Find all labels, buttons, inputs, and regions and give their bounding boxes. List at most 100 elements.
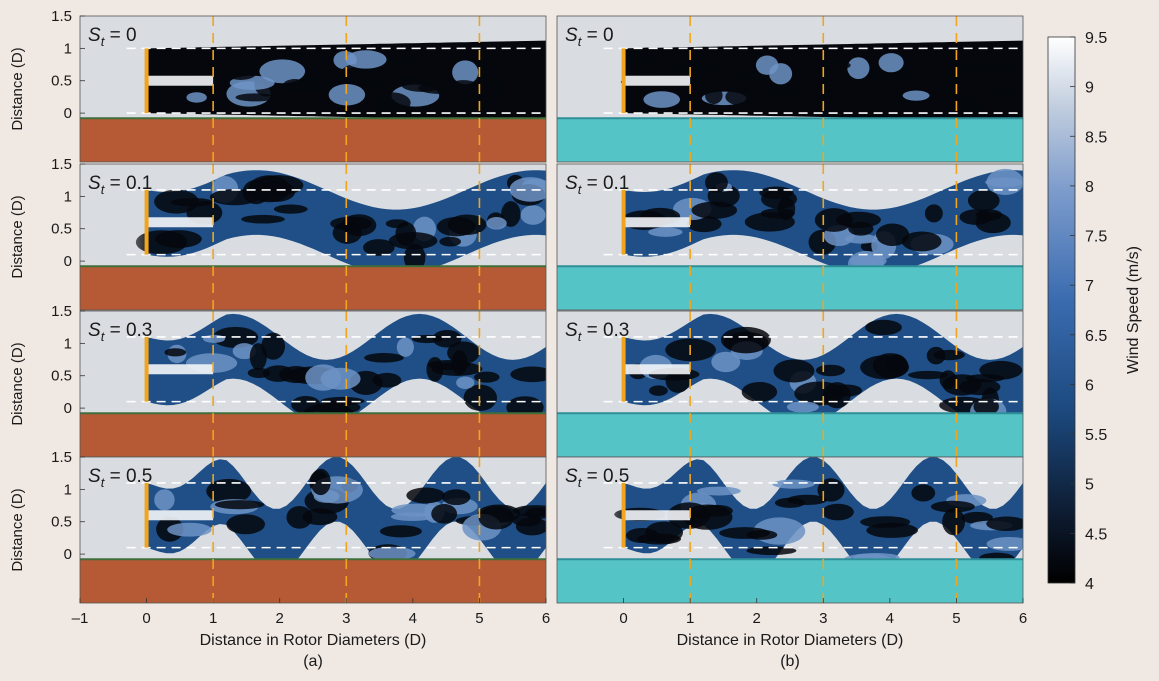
turbulence-patch — [249, 343, 267, 371]
turbulence-patch — [224, 65, 257, 80]
turbulence-patch — [696, 486, 741, 496]
turbulence-patch — [241, 214, 285, 224]
colorbar-tick-label: 6.5 — [1085, 328, 1107, 345]
turbulence-patch — [439, 236, 461, 247]
turbulence-patch — [214, 500, 265, 510]
colorbar-tick-label: 7.5 — [1085, 229, 1107, 246]
turbulence-patch — [986, 516, 1023, 532]
turbulence-patch — [705, 172, 728, 193]
turbulence-patch — [866, 522, 918, 538]
turbulence-patch — [286, 505, 313, 529]
turbulence-patch — [986, 536, 1023, 551]
hub-jet — [146, 364, 214, 375]
turbulence-patch — [901, 231, 942, 252]
turbulence-patch — [512, 505, 546, 517]
y-tick-label: 1.5 — [51, 8, 72, 25]
turbulence-patch — [967, 60, 1017, 75]
turbulence-patch — [848, 221, 874, 236]
x-tick-label: 6 — [542, 610, 550, 627]
turbulence-patch — [942, 508, 966, 536]
turbulence-patch — [371, 92, 411, 114]
subplot-b-row-2: St = 0.1 — [556, 163, 1024, 311]
x-tick-label: 2 — [276, 610, 284, 627]
ground-strip — [80, 118, 546, 162]
y-tick-label: 0.5 — [51, 221, 72, 238]
x-tick-label: –1 — [72, 610, 89, 627]
colorbar-tick-label: 8 — [1085, 179, 1094, 196]
turbulence-patch — [865, 319, 902, 336]
turbulence-patch — [291, 396, 321, 414]
turbulence-patch — [686, 215, 722, 233]
water-strip — [557, 266, 1023, 310]
x-tick-label: 1 — [209, 610, 217, 627]
turbulence-patch — [209, 189, 260, 206]
colorbar-tick-label: 9.5 — [1085, 30, 1107, 47]
hub-jet — [623, 510, 691, 521]
colorbar-tick-label: 5.5 — [1085, 427, 1107, 444]
turbulence-patch — [379, 525, 422, 538]
turbulence-patch — [320, 367, 361, 390]
turbulence-patch — [446, 80, 481, 98]
turbulence-patch — [363, 239, 395, 256]
turbulence-patch — [822, 503, 854, 521]
turbulence-patch — [372, 372, 402, 388]
x-tick-label: 2 — [753, 610, 761, 627]
turbulence-patch — [773, 359, 815, 383]
turbulence-patch — [415, 65, 444, 78]
colorbar-tick-label: 6 — [1085, 377, 1094, 394]
turbulence-patch — [719, 527, 770, 539]
turbulence-patch — [814, 208, 853, 232]
colorbar-gradient — [1047, 36, 1076, 584]
subplot-frame — [79, 456, 547, 604]
turbulence-patch — [640, 55, 660, 69]
ground-strip — [80, 266, 546, 310]
colorbar-tick-label: 7 — [1085, 278, 1094, 295]
hub-jet — [623, 217, 691, 228]
y-tick-label: 1 — [64, 188, 72, 205]
hub-jet — [146, 217, 214, 228]
turbulence-patch — [167, 522, 212, 537]
turbulence-patch — [510, 366, 546, 383]
wind-speed-field — [80, 16, 546, 162]
subplot-a-row-2: St = 0.1 0 0.5 1 1.5 Distance (D) — [9, 156, 547, 311]
panel-a: St = 0 0 0.5 1 1.5 Distance (D) St = 0.1 0 0.5 1 1… — [9, 8, 550, 670]
x-tick-label: 3 — [819, 610, 827, 627]
turbulence-patch — [368, 546, 416, 561]
turbulence-patch — [908, 370, 949, 380]
turbulence-patch — [501, 201, 521, 227]
subplot-frame — [556, 163, 1024, 311]
turbulence-patch — [340, 63, 381, 85]
turbulence-patch — [520, 205, 546, 225]
turbulence-patch — [705, 86, 723, 105]
turbulence-patch — [711, 351, 741, 373]
y-tick-label: 0.5 — [51, 73, 72, 90]
turbulence-patch — [328, 84, 366, 106]
x-tick-label: 5 — [475, 610, 483, 627]
turbulence-patch — [725, 88, 757, 106]
y-tick-label: 1 — [64, 335, 72, 352]
colorbar: 9.5 9 8.5 8 7.5 7 6.5 6 5.5 5 4.5 4 Wind Speed (m/s… — [1047, 30, 1142, 593]
turbulence-patch — [875, 223, 910, 246]
water-strip — [557, 118, 1023, 162]
colorbar-label: Wind Speed (m/s) — [1125, 246, 1142, 374]
y-tick-label: 1 — [64, 40, 72, 57]
turbulence-patch — [772, 479, 815, 489]
panel-b: St = 0 St = 0.1 St = 0.3 St = 0.5 0 1 2 3 4 5 6 Dis… — [556, 15, 1027, 670]
subplot-title: St = 0.3 — [565, 320, 629, 344]
turbulence-patch — [388, 56, 429, 68]
water-strip — [557, 559, 1023, 603]
hub-jet — [146, 75, 214, 86]
x-tick-label: 4 — [886, 610, 894, 627]
turbulence-patch — [330, 216, 372, 231]
x-tick-label: 4 — [409, 610, 417, 627]
hub-jet — [623, 75, 691, 86]
subplot-a-row-1: St = 0 0 0.5 1 1.5 Distance (D) — [9, 8, 547, 163]
y-tick-label: 1.5 — [51, 303, 72, 320]
turbulence-patch — [488, 77, 505, 98]
turbulence-patch — [447, 214, 487, 235]
y-tick-label: 0 — [64, 253, 72, 270]
subplot-title: St = 0.1 — [88, 173, 152, 197]
turbulence-patch — [961, 511, 993, 524]
turbulence-patch — [345, 50, 387, 69]
